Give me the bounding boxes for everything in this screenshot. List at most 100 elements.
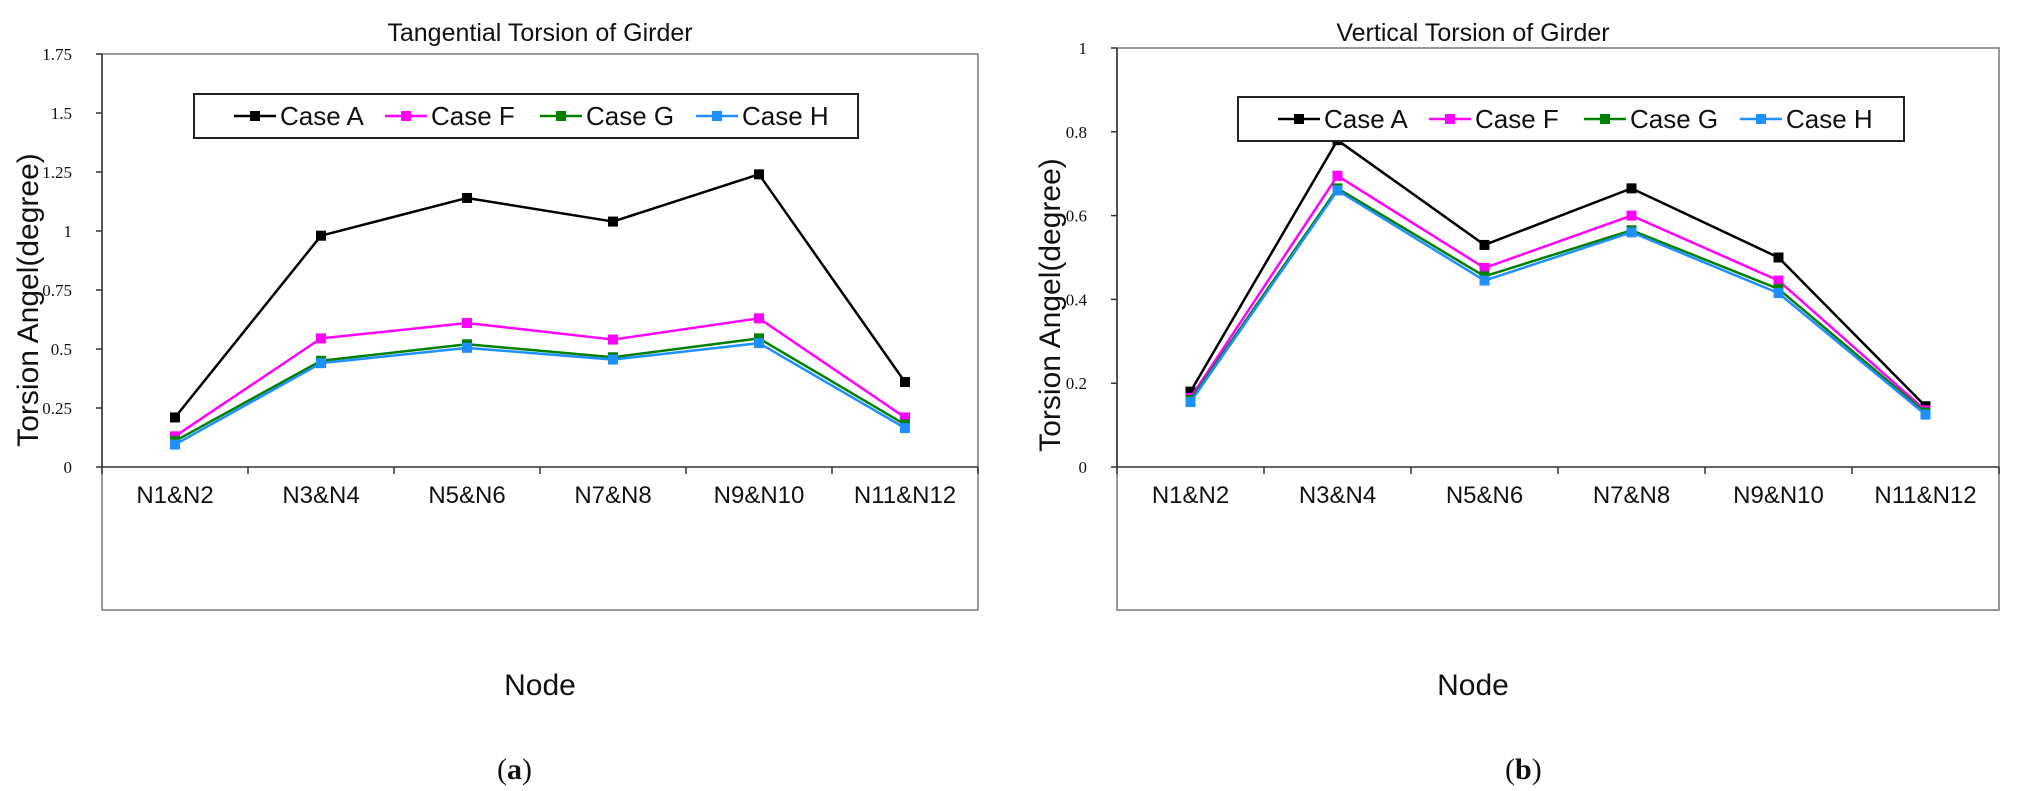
data-point-case-f-n7-n8 [608,334,618,345]
data-point-case-a-n7-n8 [608,216,618,227]
legend-entry-case-a: Case A [1278,104,1408,134]
legend-box [1237,96,1905,142]
chart-panel-b: Vertical Torsion of Girder Torsion Angel… [1034,19,2000,786]
data-point-case-f-n11-n12 [900,412,910,423]
data-point-case-h-n5-n6 [1479,275,1490,286]
data-point-case-f-n9-n10 [754,313,764,324]
y-tick-label: 0.4 [1066,290,1088,309]
y-axis-label: Torsion Angel(degree) [12,153,45,447]
data-point-case-h-n7-n8 [1626,227,1637,238]
series-line-case-g [174,337,906,443]
series-line-case-g [1189,187,1927,414]
x-tick-label: N5&N6 [1446,482,1523,509]
legend-label: Case F [1475,104,1559,134]
data-point-case-a-n1-n2 [170,412,180,423]
legend-label: Case F [431,101,515,131]
x-tick-label: N1&N2 [136,482,213,509]
series-case-h [1185,185,1931,420]
y-tick-label: 0 [1079,458,1088,477]
data-point-case-h-n11-n12 [1920,409,1931,420]
y-tick-label: 1.5 [51,104,72,123]
series-line-case-h [1189,189,1927,416]
legend-label: Case G [586,101,674,131]
data-point-case-a-n5-n6 [1479,239,1490,250]
series-line-case-f [174,317,906,438]
chart-title: Vertical Torsion of Girder [1336,19,1609,47]
series-case-g [1185,183,1931,418]
y-axis-ticks: 0 0.2 0.4 0.6 0.8 1 [1066,39,1118,477]
series-case-a [1185,135,1931,412]
y-tick-label: 0.8 [1066,123,1087,142]
legend-entry-case-f: Case F [385,101,515,131]
data-point-case-a-n7-n8 [1626,183,1637,194]
x-tick-label: N7&N8 [574,482,651,509]
x-axis-ticks: N1&N2 N3&N4 N5&N6 N7&N8 N9&N10 N11&N12 [1116,466,2000,509]
data-point-case-a-n11-n12 [900,377,910,388]
series-case-a [170,169,910,423]
data-point-case-h-n9-n10 [1773,288,1784,299]
y-tick-label: 1.25 [42,163,72,182]
y-tick-label: 1.75 [42,45,72,64]
legend-box [193,93,859,139]
x-tick-label: N11&N12 [854,482,956,509]
y-tick-label: 0.2 [1066,374,1087,393]
series-line-case-a [1189,138,1927,408]
series-line-case-a [174,173,907,419]
data-point-case-f-n7-n8 [1626,210,1637,221]
data-point-case-a-n9-n10 [754,169,764,180]
chart-title: Tangential Torsion of Girder [387,19,692,47]
legend-entry-case-a: Case A [234,101,364,131]
legend-label: Case H [1786,104,1873,134]
legend-entry-case-f: Case F [1429,104,1559,134]
chart-panel-a: Tangential Torsion of Girder Torsion Ang… [12,19,979,786]
x-tick-label: N9&N10 [714,482,805,509]
legend-entry-case-g: Case G [540,101,674,131]
x-tick-label: N11&N12 [1874,482,1976,509]
data-point-case-h-n7-n8 [608,354,618,365]
series-group [170,169,910,450]
y-tick-label: 1 [64,222,73,241]
data-point-case-f-n9-n10 [1773,275,1784,286]
panel-caption-b: (b) [1505,753,1542,786]
x-tick-label: N5&N6 [428,482,505,509]
panel-caption-a: (a) [497,753,532,786]
legend-entry-case-h: Case H [696,101,829,131]
data-point-case-h-n11-n12 [900,423,910,434]
x-axis-ticks: N1&N2 N3&N4 N5&N6 N7&N8 N9&N10 N11&N12 [101,466,979,509]
data-point-case-a-n1-n2 [1185,386,1196,397]
y-tick-label: 0.6 [1066,207,1087,226]
data-point-case-f-n5-n6 [462,318,472,329]
data-point-case-h-n5-n6 [462,342,472,353]
series-case-f [170,313,910,442]
x-axis-label: Node [504,669,576,702]
data-point-case-f-n3-n4 [316,333,326,344]
legend-entry-case-h: Case H [1740,104,1873,134]
series-group [1185,135,1931,420]
y-tick-label: 0.5 [51,340,72,359]
series-line-case-h [174,341,906,446]
legend: Case A Case F Case G Case H [193,93,859,139]
y-tick-label: 0.25 [42,399,72,418]
legend-label: Case G [1630,104,1718,134]
data-point-case-f-n5-n6 [1479,262,1490,273]
y-axis-ticks: 0 0.25 0.5 0.75 1 1.25 1.5 1.75 [42,45,103,477]
data-point-case-h-n1-n2 [170,439,180,450]
data-point-case-a-n3-n4 [316,230,326,241]
y-tick-label: 0.75 [42,281,72,300]
x-tick-label: N3&N4 [1299,482,1376,509]
x-tick-label: N7&N8 [1593,482,1670,509]
y-tick-label: 0 [64,458,73,477]
legend-entry-case-g: Case G [1584,104,1718,134]
data-point-case-h-n3-n4 [316,358,326,369]
x-tick-label: N3&N4 [282,482,359,509]
data-point-case-h-n1-n2 [1185,397,1196,408]
legend: Case A Case F Case G Case H [1237,96,1905,142]
legend-label: Case A [1324,104,1408,134]
data-point-case-a-n9-n10 [1773,252,1784,263]
data-point-case-h-n3-n4 [1332,185,1343,196]
data-point-case-h-n9-n10 [754,338,764,349]
legend-label: Case H [742,101,829,131]
x-axis-label: Node [1437,669,1509,702]
x-tick-label: N1&N2 [1152,482,1229,509]
